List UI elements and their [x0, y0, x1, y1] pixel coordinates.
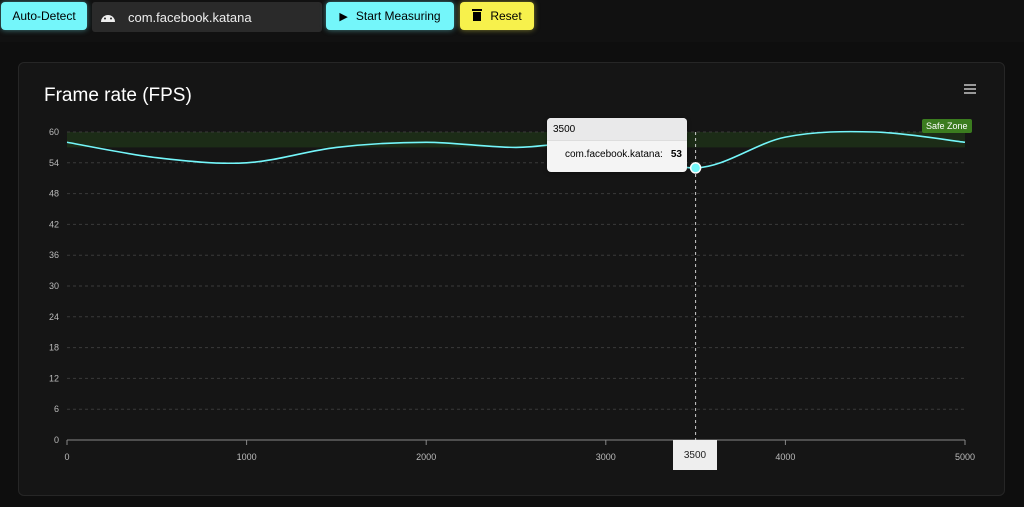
- auto-detect-button[interactable]: Auto-Detect: [1, 2, 87, 30]
- play-icon: ▶: [339, 10, 348, 23]
- safe-zone-label: Safe Zone: [922, 119, 972, 133]
- toolbar: Auto-Detect com.facebook.katana ▶ Start M…: [0, 0, 1024, 42]
- package-selector[interactable]: com.facebook.katana: [92, 2, 322, 32]
- x-tick-label: 5000: [955, 452, 975, 462]
- tooltip-x: 3500: [547, 118, 687, 141]
- y-tick-label: 54: [49, 158, 59, 168]
- y-tick-label: 18: [49, 343, 59, 353]
- trash-icon: [472, 8, 483, 24]
- menu-icon[interactable]: [964, 84, 976, 96]
- x-tick-label: 3000: [596, 452, 616, 462]
- y-tick-label: 60: [49, 127, 59, 137]
- package-name: com.facebook.katana: [128, 9, 252, 25]
- auto-detect-label: Auto-Detect: [12, 9, 76, 23]
- start-label: Start Measuring: [355, 9, 441, 23]
- tooltip-series: com.facebook.katana:: [565, 149, 663, 160]
- y-tick-label: 36: [49, 250, 59, 260]
- safe-zone-band: [67, 132, 965, 148]
- chart-title: Frame rate (FPS): [44, 85, 192, 106]
- series-line: [66, 130, 966, 169]
- y-tick-label: 42: [49, 219, 59, 229]
- x-tick-label: 1000: [237, 452, 257, 462]
- start-measuring-button[interactable]: ▶ Start Measuring: [326, 2, 454, 30]
- hover-point: [689, 162, 702, 174]
- y-tick-label: 48: [49, 189, 59, 199]
- y-tick-label: 24: [49, 312, 59, 322]
- tooltip-value: 53: [670, 149, 682, 160]
- y-tick-label: 0: [54, 435, 59, 445]
- x-tick-label: 2000: [416, 452, 436, 462]
- reset-button[interactable]: Reset: [460, 2, 534, 30]
- x-tick-label: 4000: [775, 452, 795, 462]
- android-icon: [100, 10, 116, 25]
- y-tick-label: 30: [49, 281, 59, 291]
- crosshair-x-label: 3500: [673, 440, 717, 470]
- x-tick-label: 0: [64, 452, 69, 462]
- y-tick-label: 12: [49, 373, 59, 383]
- reset-label: Reset: [490, 9, 522, 23]
- y-tick-label: 6: [54, 404, 59, 414]
- tooltip: 3500 com.facebook.katana: 53: [547, 118, 687, 172]
